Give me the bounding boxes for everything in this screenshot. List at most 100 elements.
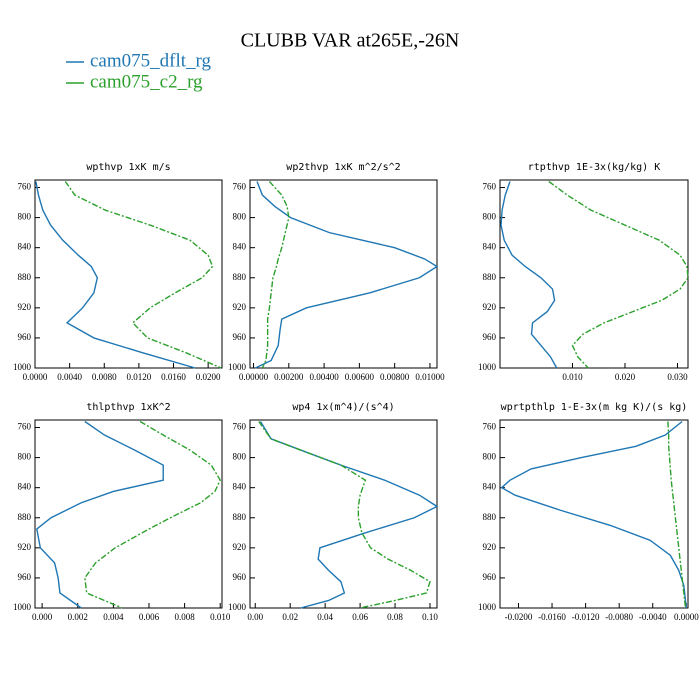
series-line xyxy=(35,181,196,369)
series-line xyxy=(36,420,164,609)
y-tick-label: 960 xyxy=(233,332,247,342)
y-tick-label: 760 xyxy=(18,182,32,192)
y-tick-label: 760 xyxy=(18,422,32,432)
y-tick-label: 840 xyxy=(18,482,32,492)
y-tick-label: 800 xyxy=(483,212,497,222)
x-tick-label: 0.06 xyxy=(352,612,368,622)
x-tick-label: 0.008 xyxy=(174,612,195,622)
x-tick-label: 0.000 xyxy=(32,612,53,622)
x-tick-label: -0.0160 xyxy=(538,612,566,622)
x-tick-label: 0.0080 xyxy=(92,372,117,382)
panel-title: wpthvp 1xK m/s xyxy=(86,162,170,173)
x-tick-label: 0.0040 xyxy=(57,372,82,382)
y-tick-label: 800 xyxy=(233,212,247,222)
y-tick-label: 800 xyxy=(18,212,32,222)
y-tick-label: 920 xyxy=(483,542,497,552)
x-tick-label: -0.0120 xyxy=(572,612,600,622)
y-tick-label: 800 xyxy=(483,452,497,462)
x-tick-label: 0.004 xyxy=(103,612,124,622)
x-tick-label: 0.0200 xyxy=(196,372,221,382)
y-tick-label: 880 xyxy=(483,512,497,522)
series-line xyxy=(64,181,222,369)
y-tick-label: 960 xyxy=(483,332,497,342)
panel-title: wp4 1x(m^4)/(s^4) xyxy=(292,402,394,413)
y-tick-label: 800 xyxy=(233,452,247,462)
y-tick-label: 880 xyxy=(233,272,247,282)
x-tick-label: 0.00800 xyxy=(380,372,410,382)
series-line xyxy=(500,420,688,609)
y-tick-label: 920 xyxy=(18,302,32,312)
legend-label: cam075_c2_rg xyxy=(90,71,203,92)
plot-frame xyxy=(249,179,438,369)
panel-title: wp2thvp 1xK m^2/s^2 xyxy=(286,162,400,173)
y-tick-label: 800 xyxy=(18,452,32,462)
y-tick-label: 960 xyxy=(233,572,247,582)
x-tick-label: 0.02 xyxy=(282,612,298,622)
y-tick-label: 840 xyxy=(483,482,497,492)
y-tick-label: 880 xyxy=(233,512,247,522)
y-tick-label: 840 xyxy=(233,482,247,492)
x-tick-label: -0.0080 xyxy=(605,612,633,622)
series-line xyxy=(548,180,689,369)
y-tick-label: 760 xyxy=(233,422,247,432)
y-tick-label: 1000 xyxy=(13,362,32,372)
x-tick-label: 0.030 xyxy=(667,372,688,382)
panel-title: thlpthvp 1xK^2 xyxy=(86,402,170,413)
y-tick-label: 920 xyxy=(233,302,247,312)
x-tick-label: 0.0000 xyxy=(674,612,699,622)
x-tick-label: 0.0160 xyxy=(161,372,186,382)
x-tick-label: 0.006 xyxy=(139,612,160,622)
x-tick-label: 0.0120 xyxy=(127,372,152,382)
y-tick-label: 1000 xyxy=(228,362,247,372)
panel-title: wprtpthlp 1-E-3x(m kg K)/(s kg) xyxy=(501,402,688,413)
x-tick-label: 0.00600 xyxy=(345,372,375,382)
series-line xyxy=(254,181,439,369)
x-tick-label: 0.002 xyxy=(68,612,88,622)
x-tick-label: -0.0040 xyxy=(639,612,667,622)
series-line xyxy=(261,181,290,369)
plot-frame xyxy=(499,419,689,609)
series-line xyxy=(259,421,439,609)
y-tick-label: 920 xyxy=(233,542,247,552)
y-tick-label: 760 xyxy=(483,182,497,192)
y-tick-label: 1000 xyxy=(478,602,497,612)
y-tick-label: 840 xyxy=(233,242,247,252)
figure-title: CLUBB VAR at265E,-26N xyxy=(241,30,460,52)
plot-frame xyxy=(499,179,689,369)
y-tick-label: 1000 xyxy=(13,602,32,612)
y-tick-label: 880 xyxy=(18,272,32,282)
series-line xyxy=(500,181,558,369)
y-tick-label: 960 xyxy=(18,332,32,342)
x-tick-label: 0.01000 xyxy=(415,372,445,382)
y-tick-label: 840 xyxy=(18,242,32,252)
x-tick-label: 0.010 xyxy=(562,372,583,382)
x-tick-label: 0.08 xyxy=(387,612,403,622)
y-tick-label: 920 xyxy=(18,542,32,552)
x-tick-label: 0.00 xyxy=(247,612,263,622)
series-line xyxy=(667,421,687,609)
y-tick-label: 1000 xyxy=(228,602,247,612)
x-tick-label: 0.010 xyxy=(210,612,231,622)
y-tick-label: 760 xyxy=(483,422,497,432)
x-tick-label: 0.00200 xyxy=(274,372,304,382)
y-tick-label: 840 xyxy=(483,242,497,252)
y-tick-label: 880 xyxy=(18,512,32,522)
x-tick-label: 0.10 xyxy=(422,612,438,622)
y-tick-label: 880 xyxy=(483,272,497,282)
panel-title: rtpthvp 1E-3x(kg/kg) K xyxy=(528,162,660,173)
y-tick-label: 1000 xyxy=(478,362,497,372)
series-line xyxy=(84,420,222,609)
y-tick-label: 960 xyxy=(483,572,497,582)
y-tick-label: 960 xyxy=(18,572,32,582)
x-tick-label: -0.0200 xyxy=(505,612,533,622)
series-line xyxy=(258,421,431,609)
x-tick-label: 0.020 xyxy=(615,372,636,382)
x-tick-label: 0.0000 xyxy=(23,372,48,382)
plot-frame xyxy=(34,419,223,609)
plot-frame xyxy=(249,419,438,609)
plot-frame xyxy=(34,179,223,369)
x-tick-label: 0.00400 xyxy=(309,372,339,382)
x-tick-label: 0.00000 xyxy=(239,372,269,382)
x-tick-label: 0.04 xyxy=(317,612,333,622)
